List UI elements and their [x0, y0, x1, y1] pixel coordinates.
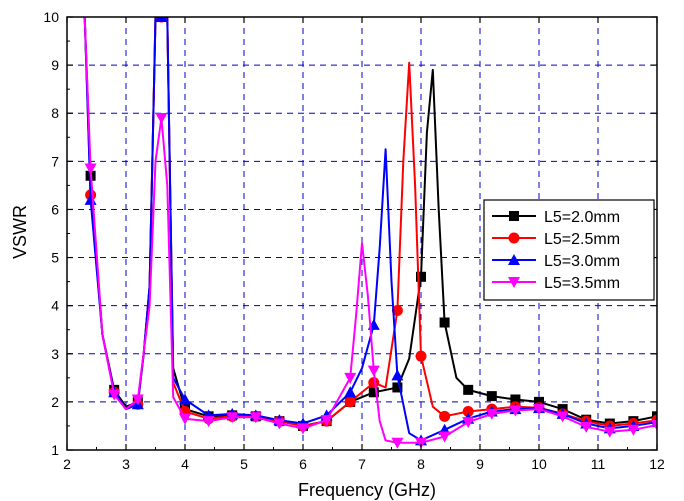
- series-marker: [202, 416, 215, 428]
- series-marker: [297, 423, 309, 435]
- series-3: [83, 17, 657, 449]
- series-marker: [155, 113, 168, 125]
- x-tick-label: 7: [358, 456, 366, 472]
- series-marker: [603, 426, 616, 438]
- series-marker: [344, 396, 356, 408]
- legend-marker: [508, 254, 520, 265]
- series-marker: [510, 394, 521, 405]
- series-marker: [416, 271, 426, 282]
- legend-marker: [509, 211, 519, 221]
- x-tick-label: 8: [417, 456, 425, 472]
- series-marker: [534, 396, 544, 407]
- y-tick-label: 9: [51, 57, 59, 73]
- legend-label: L5=3.0mm: [544, 253, 620, 270]
- series-marker: [439, 410, 451, 422]
- series-marker: [556, 411, 569, 423]
- series-marker: [651, 419, 657, 431]
- x-tick-label: 4: [181, 456, 189, 472]
- series-marker: [485, 408, 498, 420]
- legend-entry-2: L5=3.0mm: [492, 253, 620, 270]
- series-marker: [155, 17, 168, 22]
- legend-label: L5=2.0mm: [544, 209, 620, 226]
- x-axis-title: Frequency (GHz): [298, 480, 436, 500]
- legend-label: L5=3.5mm: [544, 275, 620, 292]
- y-tick-label: 3: [51, 346, 59, 362]
- series-marker: [131, 394, 144, 406]
- x-tick-label: 3: [122, 456, 130, 472]
- series-layer: [83, 17, 657, 449]
- series-marker: [368, 387, 379, 398]
- legend-entry-3: L5=3.5mm: [492, 275, 620, 292]
- series-marker: [463, 384, 474, 395]
- series-marker: [226, 412, 239, 424]
- y-tick-label: 1: [51, 442, 59, 458]
- x-tick-label: 9: [476, 456, 484, 472]
- series-marker: [462, 417, 475, 429]
- series-marker: [344, 372, 357, 384]
- series-marker: [438, 431, 451, 443]
- x-tick-label: 11: [591, 456, 606, 472]
- y-tick-label: 8: [51, 105, 59, 121]
- series-marker: [462, 406, 474, 418]
- series-marker: [391, 369, 404, 381]
- series-marker: [368, 377, 380, 389]
- series-marker: [486, 391, 497, 402]
- series-marker: [627, 424, 640, 436]
- series-marker: [367, 365, 380, 377]
- series-marker: [391, 304, 403, 316]
- series-marker: [273, 418, 286, 430]
- series-marker: [439, 317, 450, 328]
- y-tick-label: 10: [43, 9, 59, 25]
- legend-entry-0: L5=2.0mm: [492, 209, 620, 226]
- series-marker: [179, 413, 191, 425]
- series-marker: [344, 386, 357, 398]
- x-tick-label: 12: [649, 456, 665, 472]
- y-tick-label: 4: [51, 298, 59, 314]
- series-marker: [415, 350, 427, 362]
- series-marker: [580, 421, 593, 433]
- series-marker: [533, 404, 545, 416]
- series-marker: [249, 412, 262, 424]
- y-tick-label: 6: [51, 201, 59, 217]
- x-tick-label: 5: [240, 456, 248, 472]
- series-marker: [392, 382, 403, 393]
- legend-entry-1: L5=2.5mm: [492, 231, 620, 248]
- y-tick-label: 2: [51, 394, 59, 410]
- series-marker: [415, 437, 427, 449]
- legend-marker: [508, 277, 520, 288]
- series-marker: [509, 405, 522, 417]
- x-tick-label: 6: [299, 456, 307, 472]
- legend-label: L5=2.5mm: [544, 231, 620, 248]
- legend: L5=2.0mm L5=2.5mm L5=3.0mm L5=3.5mm: [483, 199, 655, 301]
- y-axis-title: VSWR: [10, 205, 30, 259]
- x-tick-label: 2: [63, 456, 71, 472]
- legend-marker: [508, 232, 520, 244]
- y-tick-label: 5: [51, 250, 59, 266]
- series-marker: [320, 415, 333, 427]
- series-marker: [108, 389, 121, 401]
- series-marker: [391, 437, 404, 449]
- series-marker: [84, 163, 97, 175]
- x-tick-label: 10: [531, 456, 547, 472]
- y-tick-label: 7: [51, 153, 59, 169]
- series-marker: [179, 393, 191, 405]
